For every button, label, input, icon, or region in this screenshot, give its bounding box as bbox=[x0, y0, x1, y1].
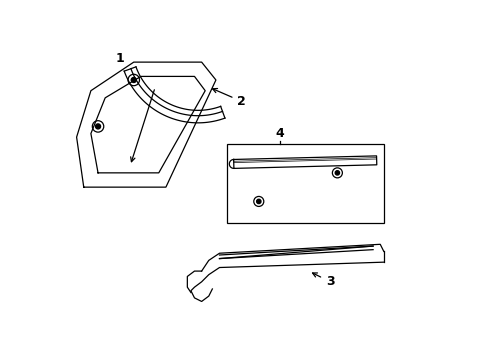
Circle shape bbox=[95, 124, 101, 129]
Text: 2: 2 bbox=[212, 89, 245, 108]
Text: 3: 3 bbox=[312, 273, 334, 288]
Circle shape bbox=[335, 171, 339, 175]
Circle shape bbox=[131, 77, 136, 82]
Circle shape bbox=[256, 199, 261, 203]
Text: 1: 1 bbox=[115, 52, 123, 65]
Text: 4: 4 bbox=[275, 127, 284, 140]
Bar bbox=[226, 144, 383, 223]
